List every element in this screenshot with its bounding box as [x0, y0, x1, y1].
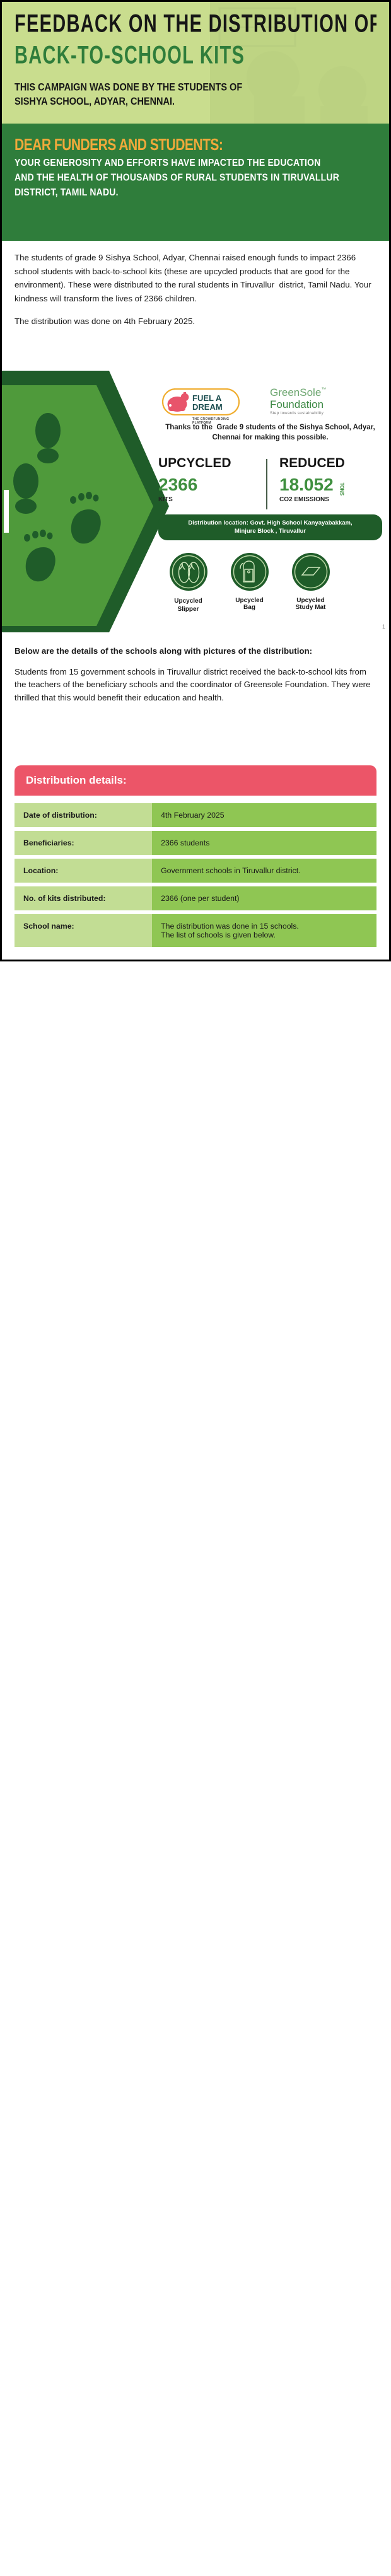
- svg-text:DREAM: DREAM: [192, 402, 223, 412]
- svg-text:FUEL A: FUEL A: [192, 393, 222, 403]
